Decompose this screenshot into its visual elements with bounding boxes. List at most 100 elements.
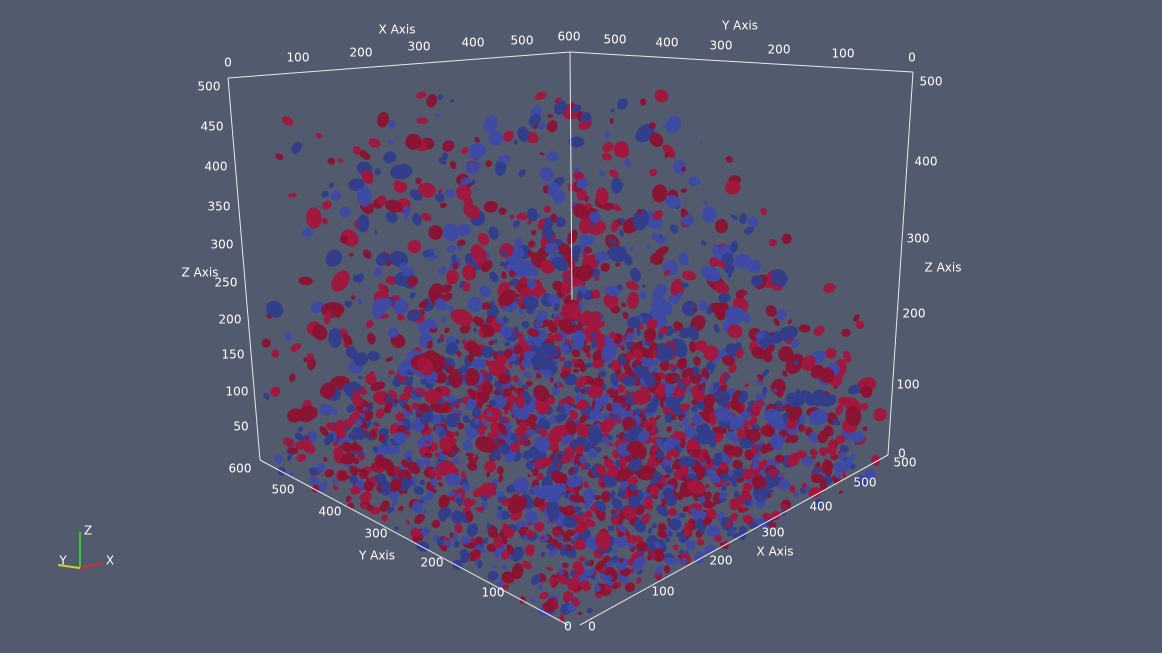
blob: [643, 327, 657, 342]
blob: [317, 482, 328, 492]
blob: [667, 507, 677, 517]
blob: [561, 474, 568, 482]
blob: [705, 459, 711, 464]
blob: [590, 339, 598, 350]
blob: [400, 279, 414, 289]
blob: [760, 425, 776, 437]
blob: [546, 120, 558, 133]
triad-label: Y: [58, 554, 67, 568]
blob: [811, 473, 824, 484]
blob: [685, 550, 689, 555]
blob: [651, 367, 658, 373]
blob: [832, 418, 841, 426]
blob: [546, 566, 553, 571]
blob: [557, 534, 564, 542]
blob: [445, 395, 458, 403]
blob: [462, 439, 473, 452]
blob: [377, 428, 389, 437]
blob: [793, 492, 800, 497]
blob: [325, 422, 337, 432]
blob: [538, 427, 548, 437]
blob: [617, 580, 622, 588]
blob: [584, 560, 590, 566]
blob: [418, 388, 426, 396]
blob: [407, 275, 418, 287]
blob: [377, 195, 387, 206]
blob: [625, 332, 635, 342]
blob: [448, 491, 456, 497]
blob: [594, 500, 607, 512]
blob: [545, 232, 554, 244]
axis-title: Y Axis: [721, 19, 758, 33]
blob: [583, 345, 592, 354]
blob: [682, 300, 698, 317]
blob: [618, 355, 627, 366]
blob: [521, 320, 530, 329]
blob: [618, 490, 626, 498]
blob: [576, 177, 589, 190]
blob: [860, 385, 873, 398]
blob: [486, 471, 490, 478]
blob: [706, 502, 717, 508]
blob: [569, 467, 574, 475]
blob: [488, 226, 499, 240]
blob: [729, 498, 741, 511]
blob: [593, 584, 601, 592]
blob: [751, 274, 763, 288]
blob: [539, 152, 545, 156]
blob: [403, 489, 408, 494]
blob: [425, 490, 434, 500]
blob: [403, 214, 409, 220]
blob: [407, 309, 421, 322]
blob: [310, 301, 325, 313]
blob: [571, 348, 581, 358]
blob: [724, 180, 741, 195]
blob: [636, 327, 641, 336]
blob: [263, 392, 270, 401]
blob: [561, 455, 569, 464]
blob: [517, 387, 524, 393]
blob: [726, 530, 733, 537]
axis-line: [227, 77, 261, 461]
tick-label: 400: [205, 160, 228, 174]
blob: [419, 479, 426, 486]
blob: [531, 229, 537, 236]
blob: [485, 160, 493, 167]
blob: [373, 421, 377, 426]
blob: [702, 201, 709, 205]
blob: [331, 190, 342, 201]
blob: [777, 473, 785, 478]
blob: [421, 213, 432, 222]
blob: [700, 265, 721, 283]
blob: [652, 357, 661, 367]
blob: [546, 500, 561, 521]
blob: [542, 601, 555, 613]
blob: [575, 297, 581, 303]
tick-label: 0: [564, 620, 572, 634]
blob: [406, 456, 413, 462]
blob: [537, 418, 551, 431]
blob: [492, 394, 508, 409]
blob: [814, 410, 823, 420]
blob: [561, 562, 569, 569]
blob: [734, 404, 744, 413]
blob: [389, 438, 400, 447]
blob: [665, 396, 682, 412]
blob: [652, 471, 662, 483]
blob: [643, 372, 656, 388]
tick-label: 400: [462, 36, 485, 50]
blob: [418, 300, 429, 309]
blob: [451, 256, 457, 264]
blob: [345, 495, 352, 503]
blob: [801, 455, 813, 467]
blob: [652, 284, 668, 299]
blob: [642, 357, 654, 367]
blob: [595, 446, 602, 454]
blob: [630, 267, 642, 282]
blob: [388, 478, 402, 492]
blob: [387, 444, 395, 455]
blob: [342, 383, 354, 398]
blob: [620, 479, 630, 491]
blob: [652, 523, 658, 529]
blob: [501, 537, 508, 545]
